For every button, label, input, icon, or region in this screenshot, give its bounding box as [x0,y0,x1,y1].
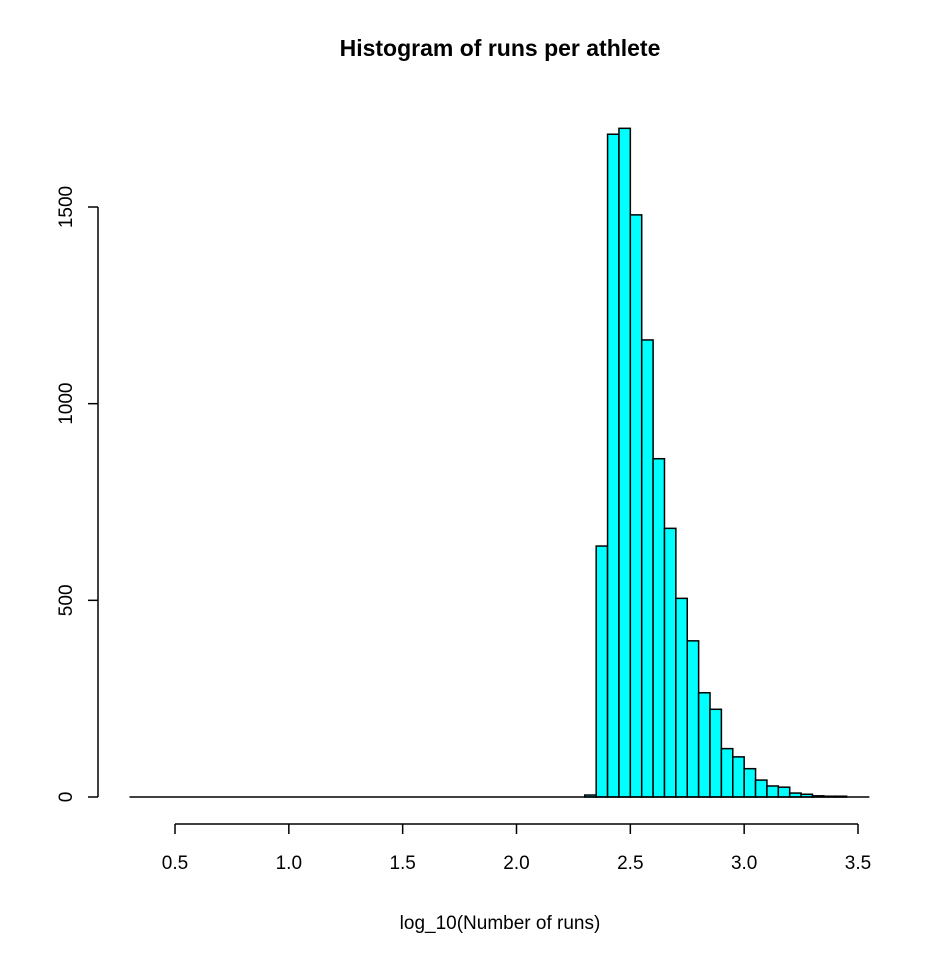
histogram-bar [697,692,711,798]
x-tick-label: 2.5 [617,853,643,874]
y-tick-label: 500 [56,584,77,616]
histogram-bar [652,457,666,798]
x-tick-label: 3.5 [845,853,871,874]
x-axis-label: log_10(Number of runs) [400,913,601,934]
histogram-bar [629,214,643,798]
histogram-bar [777,786,791,798]
y-tick-label: 0 [56,792,77,803]
histogram-bar [709,708,723,798]
chart-title: Histogram of runs per athlete [340,35,661,61]
x-tick-label: 3.0 [731,853,757,874]
histogram-bar [618,127,632,798]
histogram-bar [675,597,688,798]
y-axis: 0 500 1000 1500 [56,186,99,803]
histogram-bar [743,767,757,798]
histogram-bar [595,545,609,798]
y-tick-label: 1500 [56,186,77,228]
histogram-bar [766,785,780,798]
x-tick-label: 1.5 [389,853,415,874]
histogram-bar [663,527,677,798]
histogram-bar [606,133,620,798]
histogram-bar [640,339,654,798]
histogram-bar [732,756,745,798]
histogram-bar [686,640,700,798]
y-tick-label: 1000 [56,383,77,425]
histogram-bars [584,127,848,798]
x-tick-label: 2.0 [503,853,529,874]
histogram-bar [754,779,768,798]
x-tick-label: 0.5 [162,853,188,874]
x-tick-label: 1.0 [276,853,302,874]
histogram-bar [720,747,734,798]
x-axis: 0.5 1.0 1.5 2.0 2.5 3.0 3.5 [162,823,871,874]
